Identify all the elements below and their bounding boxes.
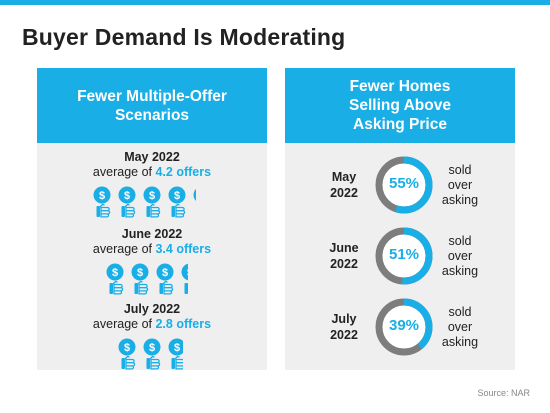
- offer-icons: $ $ $: [37, 338, 267, 374]
- svg-text:$: $: [186, 267, 192, 279]
- svg-text:$: $: [161, 267, 167, 279]
- svg-text:$: $: [111, 267, 117, 279]
- hand-holding-dollar-icon: $: [117, 186, 137, 220]
- hand-holding-dollar-icon: $: [180, 263, 200, 297]
- svg-text:$: $: [149, 190, 155, 202]
- multiple-offers-heading-box: Fewer Multiple-Offer Scenarios: [37, 68, 267, 143]
- hand-holding-dollar-icon: $: [117, 338, 137, 372]
- offer-average: average of 3.4 offers: [92, 242, 212, 256]
- percent-value: 55%: [388, 175, 420, 192]
- offer-average: average of 4.2 offers: [92, 165, 212, 179]
- multiple-offers-heading: Fewer Multiple-Offer Scenarios: [77, 87, 227, 124]
- offer-block-may: May 2022 average of 4.2 offers $ $ $: [37, 150, 267, 218]
- above-asking-panel: Fewer Homes Selling Above Asking Price M…: [285, 68, 515, 370]
- above-asking-heading-box: Fewer Homes Selling Above Asking Price: [285, 68, 515, 143]
- asking-row-may: May 2022 55% sold over asking: [285, 155, 515, 215]
- offer-icons: $ $ $ $: [37, 186, 267, 222]
- svg-text:$: $: [149, 342, 155, 354]
- offer-block-july: July 2022 average of 2.8 offers $ $ $: [37, 302, 267, 370]
- offer-average-value: 2.8 offers: [155, 317, 212, 331]
- hand-holding-dollar-icon: $: [105, 263, 125, 297]
- hand-holding-dollar-icon: $: [130, 263, 150, 297]
- donut-fill: [375, 227, 433, 285]
- row-label: sold over asking: [441, 163, 479, 207]
- source-note: Source: NAR: [477, 388, 530, 398]
- svg-text:$: $: [199, 190, 205, 202]
- hand-holding-dollar-icon: $: [155, 263, 175, 297]
- percent-value: 51%: [388, 246, 420, 263]
- hand-holding-dollar-icon: $: [192, 186, 212, 220]
- multiple-offers-panel: Fewer Multiple-Offer Scenarios May 2022 …: [37, 68, 267, 370]
- row-label: sold over asking: [441, 305, 479, 349]
- percent-donut: [375, 298, 433, 356]
- offer-average: average of 2.8 offers: [92, 317, 212, 331]
- svg-text:$: $: [124, 342, 130, 354]
- top-accent-bar: [0, 0, 550, 5]
- percent-donut: [375, 227, 433, 285]
- above-asking-heading: Fewer Homes Selling Above Asking Price: [349, 78, 451, 133]
- svg-text:$: $: [99, 190, 105, 202]
- percent-donut: [375, 156, 433, 214]
- hand-holding-dollar-icon: $: [142, 338, 162, 372]
- hand-holding-dollar-icon: $: [142, 186, 162, 220]
- offer-average-value: 4.2 offers: [155, 165, 212, 179]
- offer-icons: $ $ $ $: [37, 263, 267, 299]
- hand-holding-dollar-icon: $: [92, 186, 112, 220]
- offer-month: July 2022: [123, 302, 181, 316]
- row-label: sold over asking: [441, 234, 479, 278]
- page-title: Buyer Demand Is Moderating: [22, 24, 346, 50]
- donut-fill: [375, 298, 433, 356]
- row-month: June 2022: [329, 241, 359, 271]
- offer-average-value: 3.4 offers: [155, 242, 212, 256]
- offer-month: June 2022: [121, 227, 183, 241]
- hand-holding-dollar-icon: $: [167, 338, 187, 372]
- svg-text:$: $: [174, 342, 180, 354]
- percent-value: 39%: [388, 317, 420, 334]
- offer-block-june: June 2022 average of 3.4 offers $ $ $: [37, 227, 267, 295]
- row-month: May 2022: [330, 170, 358, 200]
- svg-text:$: $: [124, 190, 130, 202]
- asking-row-june: June 2022 51% sold over asking: [285, 226, 515, 286]
- row-month: July 2022: [330, 312, 358, 342]
- donut-fill: [375, 156, 433, 214]
- hand-holding-dollar-icon: $: [167, 186, 187, 220]
- svg-text:$: $: [136, 267, 142, 279]
- offer-month: May 2022: [124, 150, 180, 164]
- svg-text:$: $: [174, 190, 180, 202]
- asking-row-july: July 2022 39% sold over asking: [285, 297, 515, 357]
